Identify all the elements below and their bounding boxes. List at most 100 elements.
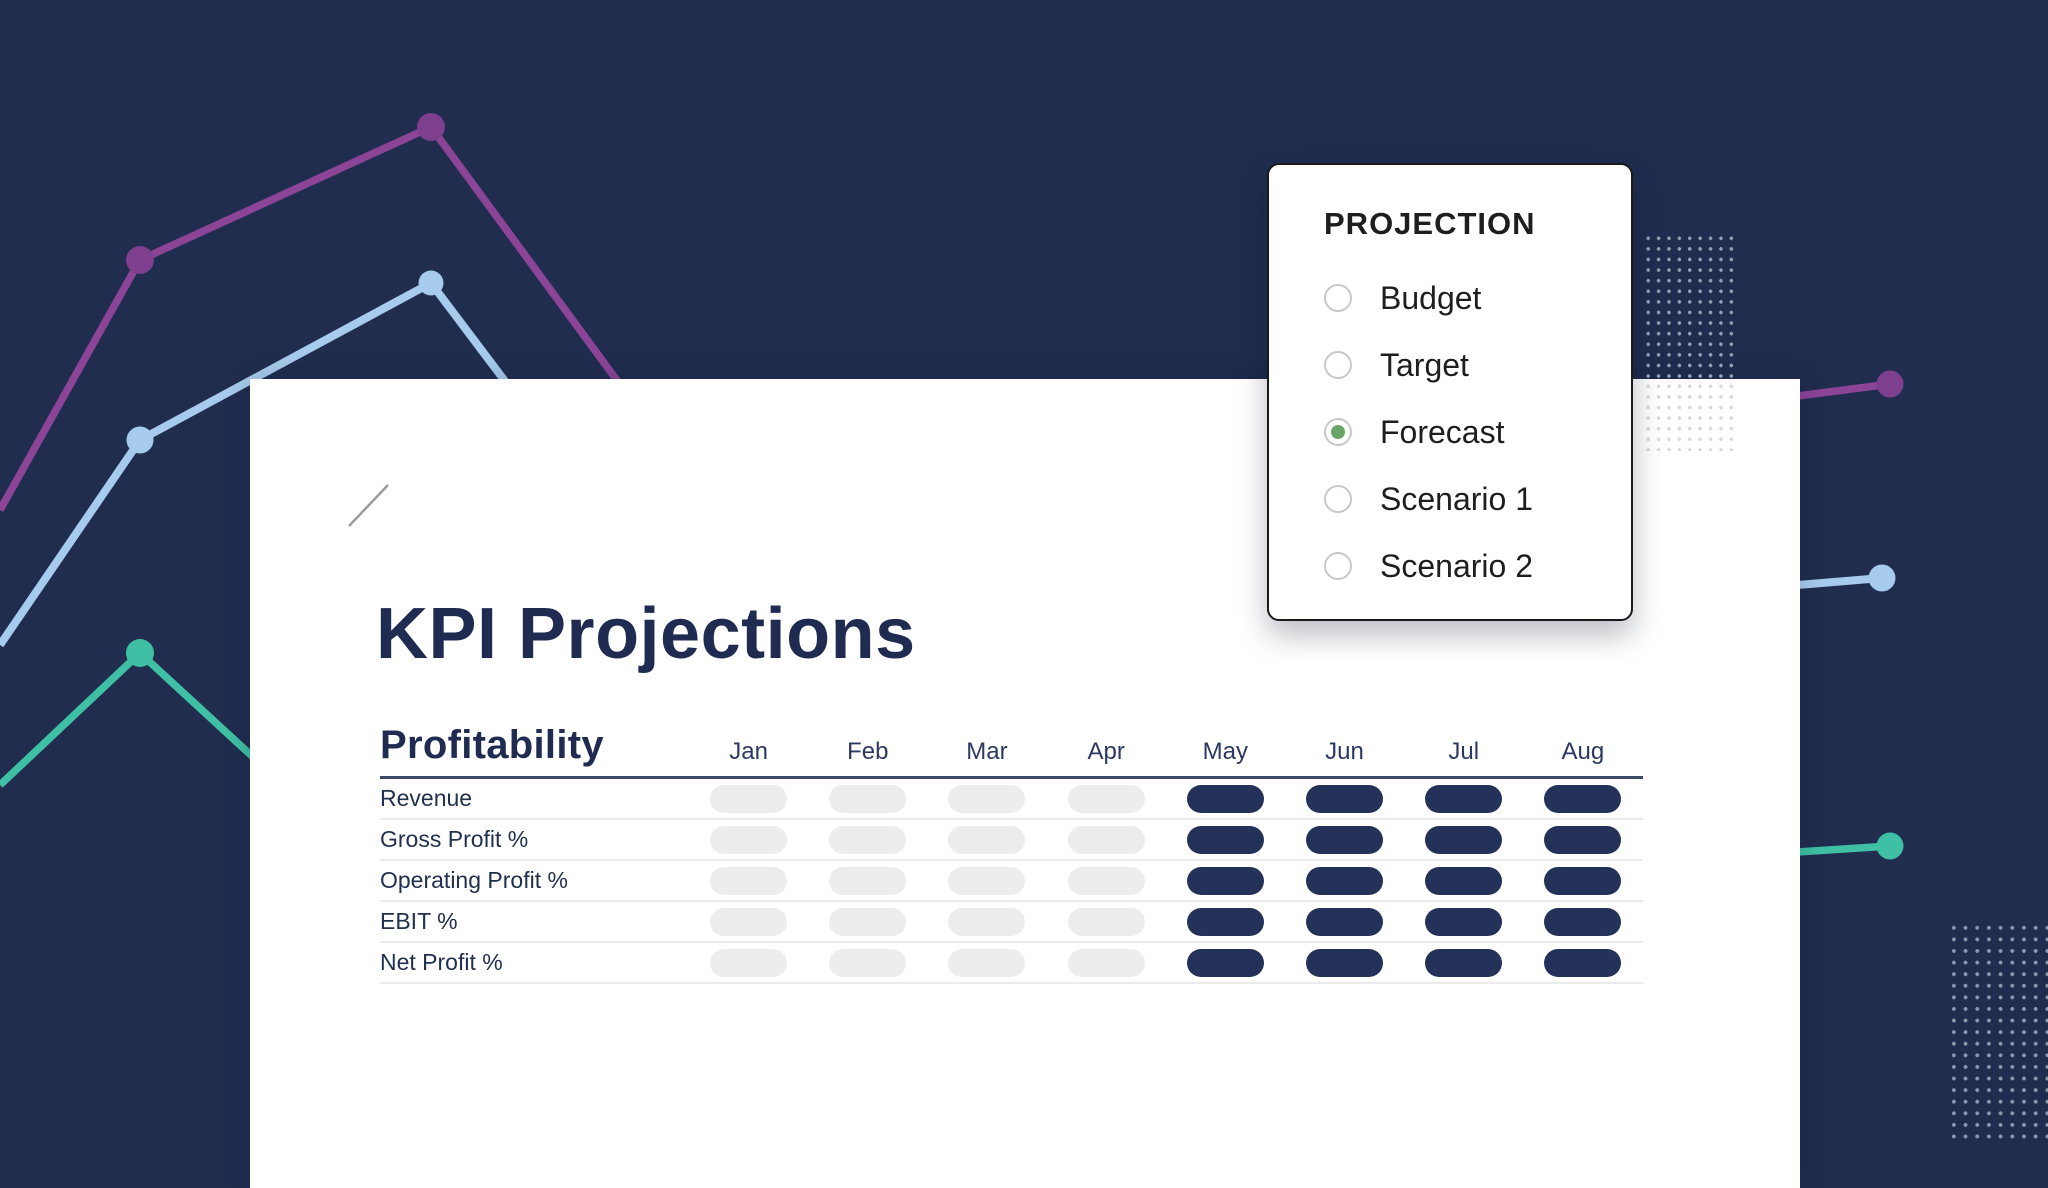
cell-net-profit-mar	[927, 948, 1046, 977]
value-pill-filled[interactable]	[1425, 784, 1503, 813]
column-header-aug: Aug	[1561, 738, 1605, 765]
radio-option-scenario-2[interactable]: Scenario 2	[1324, 550, 1631, 582]
cell-gross-profit-mar	[927, 825, 1046, 854]
radio-option-target[interactable]: Target	[1324, 349, 1631, 381]
value-pill-filled[interactable]	[1186, 907, 1264, 936]
cell-gross-profit-may	[1166, 825, 1285, 854]
table-row-revenue: Revenue	[380, 779, 1643, 820]
value-pill-filled[interactable]	[1186, 784, 1264, 813]
column-header-mar: Mar	[966, 738, 1008, 765]
cell-operating-profit-jun	[1285, 866, 1404, 895]
value-pill-filled[interactable]	[1544, 866, 1622, 895]
value-pill-empty[interactable]	[1067, 825, 1145, 854]
cell-operating-profit-mar	[927, 866, 1046, 895]
cell-revenue-jul	[1404, 784, 1523, 813]
page-title: KPI Projections	[376, 594, 916, 674]
radio-button-selected-icon[interactable]	[1324, 417, 1352, 446]
cell-revenue-may	[1166, 784, 1285, 813]
table-row-ebit: EBIT %	[380, 902, 1643, 943]
value-pill-filled[interactable]	[1306, 825, 1384, 854]
value-pill-filled[interactable]	[1306, 784, 1384, 813]
radio-option-scenario-1[interactable]: Scenario 1	[1324, 483, 1631, 515]
cell-revenue-mar	[927, 784, 1046, 813]
value-pill-filled[interactable]	[1544, 825, 1622, 854]
value-pill-empty[interactable]	[710, 784, 788, 813]
table-section-title: Profitability	[380, 723, 604, 767]
cell-ebit-apr	[1047, 907, 1166, 936]
purple-point-icon	[417, 113, 445, 141]
radio-button-icon[interactable]	[1324, 283, 1352, 312]
value-pill-empty[interactable]	[710, 948, 788, 977]
cell-net-profit-jun	[1285, 948, 1404, 977]
column-header-jul: Jul	[1448, 738, 1480, 765]
cell-net-profit-aug	[1523, 948, 1642, 977]
radio-option-forecast[interactable]: Forecast	[1324, 413, 1631, 450]
projection-panel: PROJECTION Budget Target Forecast Scenario …	[1267, 163, 1633, 621]
cell-operating-profit-apr	[1047, 866, 1166, 895]
value-pill-empty[interactable]	[1067, 907, 1145, 936]
row-label: Revenue	[380, 785, 473, 811]
row-label: Operating Profit %	[380, 867, 568, 893]
small-tick-line	[348, 484, 389, 527]
value-pill-filled[interactable]	[1544, 784, 1622, 813]
radio-option-budget[interactable]: Budget	[1324, 279, 1631, 316]
value-pill-empty[interactable]	[829, 907, 907, 936]
cell-net-profit-feb	[808, 948, 927, 977]
cell-gross-profit-feb	[808, 825, 927, 854]
value-pill-empty[interactable]	[829, 866, 907, 895]
value-pill-empty[interactable]	[829, 784, 907, 813]
value-pill-filled[interactable]	[1306, 948, 1384, 977]
value-pill-empty[interactable]	[948, 825, 1026, 854]
value-pill-empty[interactable]	[710, 825, 788, 854]
value-pill-empty[interactable]	[948, 866, 1026, 895]
value-pill-filled[interactable]	[1425, 907, 1503, 936]
cell-operating-profit-jul	[1404, 866, 1523, 895]
dot-grid-top-right-white	[1643, 381, 1739, 451]
blue-point-icon	[126, 426, 154, 454]
column-header-jan: Jan	[729, 738, 768, 765]
teal-point-icon	[126, 639, 154, 667]
value-pill-empty[interactable]	[829, 948, 907, 977]
radio-button-icon[interactable]	[1324, 484, 1352, 513]
radio-option-label: Forecast	[1380, 413, 1505, 450]
table-section-title-cell: Profitability	[380, 723, 689, 776]
radio-button-icon[interactable]	[1324, 551, 1352, 580]
value-pill-filled[interactable]	[1306, 907, 1384, 936]
value-pill-filled[interactable]	[1306, 866, 1384, 895]
value-pill-empty[interactable]	[1067, 866, 1145, 895]
teal-point-icon	[1876, 832, 1904, 860]
column-header-apr: Apr	[1087, 738, 1125, 765]
cell-gross-profit-apr	[1047, 825, 1166, 854]
value-pill-filled[interactable]	[1186, 948, 1264, 977]
cell-operating-profit-jan	[689, 866, 808, 895]
table-body: Revenue Gross Profit % Operating Profit % E…	[380, 779, 1643, 984]
value-pill-filled[interactable]	[1186, 866, 1264, 895]
row-label: Net Profit %	[380, 949, 503, 975]
value-pill-filled[interactable]	[1425, 948, 1503, 977]
value-pill-empty[interactable]	[710, 866, 788, 895]
value-pill-empty[interactable]	[948, 907, 1026, 936]
radio-button-icon[interactable]	[1324, 350, 1352, 379]
cell-operating-profit-feb	[808, 866, 927, 895]
value-pill-filled[interactable]	[1425, 866, 1503, 895]
value-pill-empty[interactable]	[1067, 784, 1145, 813]
value-pill-empty[interactable]	[1067, 948, 1145, 977]
value-pill-empty[interactable]	[948, 784, 1026, 813]
dot-grid-bottom-right	[1948, 922, 2048, 1140]
value-pill-empty[interactable]	[948, 948, 1026, 977]
value-pill-empty[interactable]	[710, 907, 788, 936]
radio-option-label: Budget	[1380, 279, 1482, 316]
table-row-gross-profit: Gross Profit %	[380, 820, 1643, 861]
cell-ebit-mar	[927, 907, 1046, 936]
value-pill-filled[interactable]	[1544, 907, 1622, 936]
cell-revenue-jun	[1285, 784, 1404, 813]
projection-panel-title: PROJECTION	[1324, 206, 1536, 241]
value-pill-filled[interactable]	[1544, 948, 1622, 977]
value-pill-filled[interactable]	[1425, 825, 1503, 854]
cell-ebit-jul	[1404, 907, 1523, 936]
cell-ebit-aug	[1523, 907, 1642, 936]
row-label: Gross Profit %	[380, 826, 529, 852]
value-pill-filled[interactable]	[1186, 825, 1264, 854]
value-pill-empty[interactable]	[829, 825, 907, 854]
